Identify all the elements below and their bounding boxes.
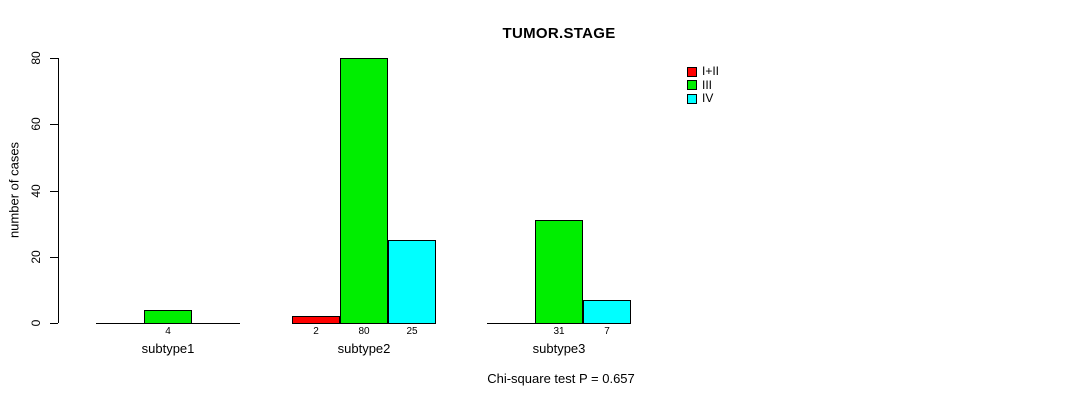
legend-swatch-I+II: [687, 66, 697, 77]
bar-value-label: 7: [604, 326, 610, 337]
y-tick-label: 80: [29, 51, 43, 65]
y-axis-title: number of cases: [6, 141, 22, 239]
bar-subtype2-I+II: [292, 316, 340, 324]
legend-item: III: [687, 77, 719, 92]
y-axis-tick: [50, 190, 58, 192]
bar-value-label: 25: [406, 326, 418, 337]
legend-item: I+II: [687, 65, 719, 78]
category-label-subtype2: subtype2: [337, 341, 391, 356]
bar-value-label: 2: [313, 326, 319, 337]
bar-subtype3-III: [535, 220, 583, 324]
legend-label: I+II: [702, 64, 720, 78]
y-axis-line: [58, 58, 59, 323]
chi-square-note: Chi-square test P = 0.657: [487, 371, 635, 386]
category-label-subtype1: subtype1: [141, 341, 195, 356]
legend-item: IV: [687, 92, 719, 105]
legend-swatch-III: [687, 80, 697, 90]
bar-subtype1-III: [144, 310, 192, 324]
bar-subtype2-IV: [388, 240, 436, 324]
bar-subtype2-III: [340, 58, 388, 324]
legend-label: III: [702, 77, 713, 92]
y-axis-tick: [50, 124, 58, 126]
y-axis-tick: [50, 58, 58, 59]
y-tick-label: 0: [29, 319, 43, 327]
bar-value-label: 80: [358, 326, 370, 337]
bar-value-label: 4: [165, 326, 171, 337]
y-tick-label: 60: [29, 117, 43, 131]
y-axis-tick: [50, 256, 58, 258]
legend-label: IV: [702, 91, 714, 105]
y-axis-tick: [50, 323, 58, 324]
y-tick-label: 20: [29, 250, 43, 264]
bar-value-label: 31: [553, 326, 565, 337]
bar-subtype3-IV: [583, 300, 631, 324]
y-tick-label: 40: [29, 183, 43, 198]
chart-title: TUMOR.STAGE: [502, 25, 616, 42]
legend-swatch-IV: [687, 93, 697, 104]
category-label-subtype3: subtype3: [532, 341, 586, 356]
legend: I+II III IV: [687, 65, 719, 106]
